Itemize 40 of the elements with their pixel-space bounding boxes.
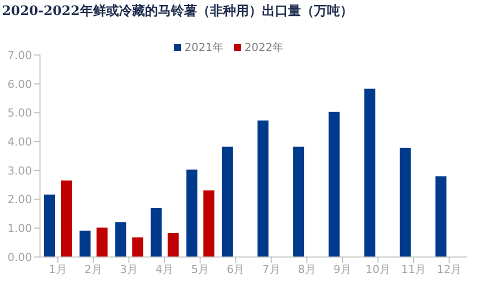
bar — [400, 148, 411, 257]
bar — [115, 222, 126, 257]
y-tick-label: 1.00 — [8, 222, 32, 236]
bar — [44, 194, 55, 257]
legend-label: 2022年 — [244, 41, 284, 54]
bar — [80, 230, 91, 257]
x-tick-label: 1月 — [48, 262, 67, 276]
bar — [293, 146, 304, 257]
bar — [150, 208, 162, 257]
y-tick-label: 3.00 — [8, 164, 32, 178]
x-tick-label: 2月 — [84, 262, 102, 276]
y-tick-label: 6.00 — [8, 78, 32, 91]
bar — [132, 237, 144, 257]
bar — [435, 176, 446, 257]
x-tick-label: 9月 — [333, 262, 352, 276]
bar — [203, 190, 214, 257]
x-tick-label: 7月 — [262, 262, 280, 276]
x-tick-label: 5月 — [191, 262, 210, 276]
y-tick-label: 4.00 — [8, 135, 32, 148]
y-tick-label: 2.00 — [8, 193, 32, 206]
bar — [96, 228, 108, 257]
bar — [168, 233, 179, 257]
x-tick-label: 6月 — [226, 262, 245, 276]
legend-label: 2021年 — [184, 41, 224, 54]
chart-title: 2020-2022年鲜或冷藏的马铃薯（非种用）出口量（万吨） — [2, 3, 353, 20]
y-tick-label: 7.00 — [8, 48, 32, 62]
bar — [328, 112, 340, 257]
x-tick-label: 8月 — [298, 262, 316, 276]
y-tick-label: 0.00 — [8, 250, 32, 264]
x-tick-label: 4月 — [156, 262, 174, 276]
x-tick-label: 3月 — [120, 262, 138, 276]
bar — [364, 88, 376, 257]
bar — [61, 180, 72, 257]
bar — [186, 170, 198, 257]
x-tick-label: 12月 — [436, 262, 462, 276]
x-tick-label: 11月 — [401, 262, 426, 276]
x-tick-label: 10月 — [366, 262, 391, 276]
bar — [258, 120, 268, 257]
y-tick-label: 5.00 — [8, 106, 32, 120]
bar — [222, 146, 233, 257]
